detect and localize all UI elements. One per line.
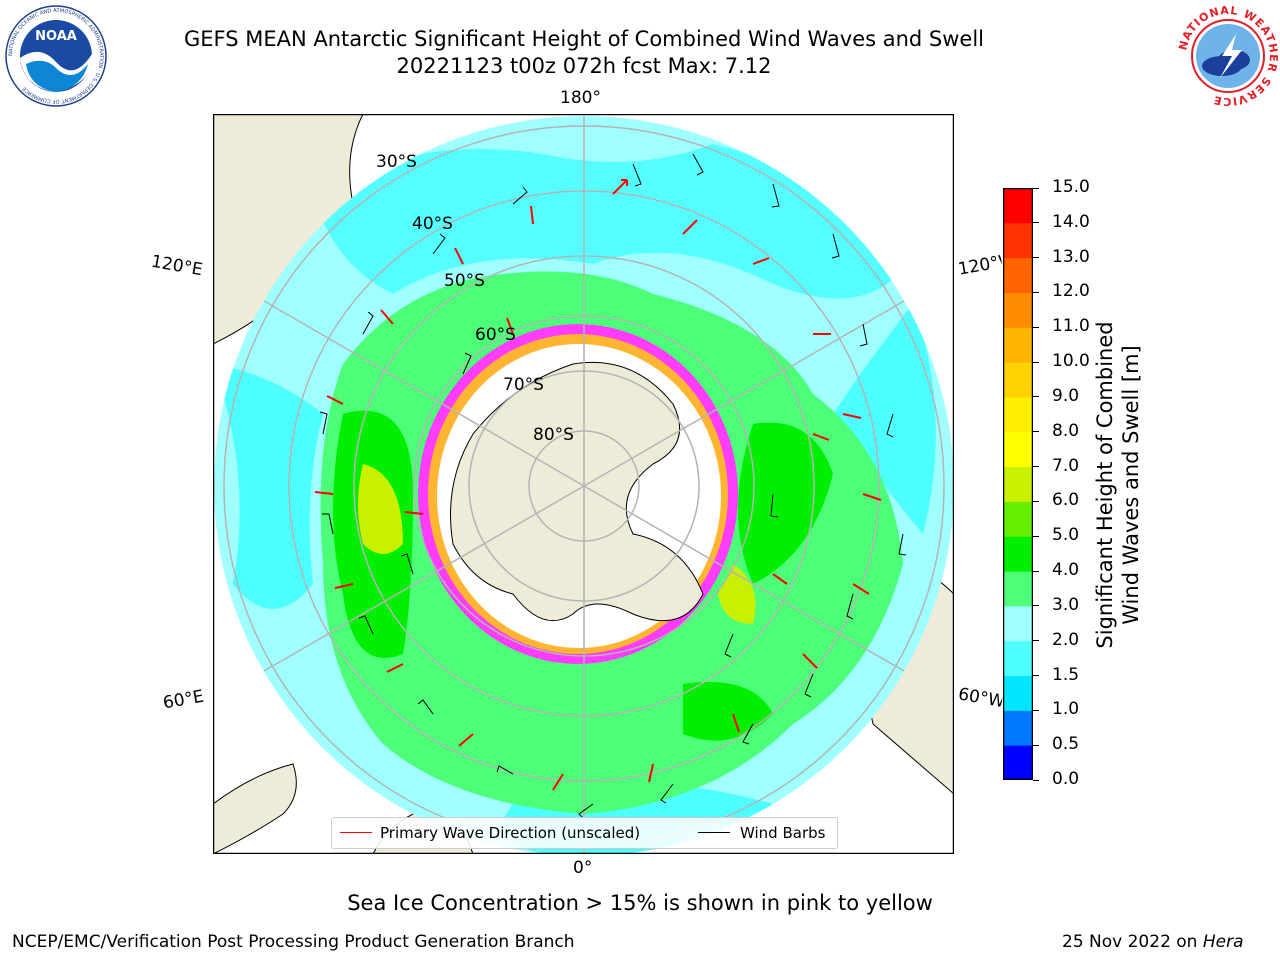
legend-wave-direction-swatch (340, 832, 372, 833)
colorbar-tick-mark (1033, 466, 1039, 468)
colorbar-tick-mark (1033, 291, 1039, 293)
antarctica-landmass (450, 361, 704, 622)
colorbar (1003, 188, 1033, 780)
lon-label-0: 0° (573, 858, 593, 878)
colorbar-segment (1003, 605, 1033, 642)
africa-landmass (213, 763, 297, 854)
colorbar-tick-mark (1033, 500, 1039, 502)
lon-label-180: 180° (560, 88, 601, 108)
colorbar-segment (1003, 745, 1033, 780)
colorbar-tick-mark (1033, 709, 1039, 711)
noaa-logo-text: NOAA (35, 29, 77, 44)
colorbar-tick-mark (1033, 396, 1039, 398)
colorbar-segment (1003, 188, 1033, 224)
lat-label-40s: 40°S (412, 214, 453, 234)
colorbar-segment (1003, 222, 1033, 259)
polar-map: 30°S 40°S 50°S 60°S 70°S 80°S (213, 114, 954, 854)
colorbar-tick-label: 0.0 (1052, 769, 1080, 789)
colorbar-tick-mark (1033, 222, 1039, 224)
colorbar-tick-label: 13.0 (1052, 246, 1090, 267)
wave-field-band-1-5m-west (833, 304, 936, 534)
nws-logo: NATIONAL WEATHER SERVICE (1176, 4, 1279, 108)
colorbar-tick-mark (1033, 675, 1039, 677)
colorbar-tick-mark (1033, 187, 1039, 189)
colorbar-tick-label: 6.0 (1052, 490, 1080, 511)
colorbar-segment (1003, 571, 1033, 607)
lon-label-120e: 120°E (149, 251, 205, 281)
colorbar-segment (1003, 396, 1033, 433)
colorbar-tick-mark (1033, 535, 1039, 537)
wave-field-band-6-7m-east (358, 464, 403, 554)
colorbar-tick-mark (1033, 744, 1039, 746)
colorbar-segment (1003, 640, 1033, 677)
colorbar-segment (1003, 362, 1033, 398)
colorbar-segment (1003, 327, 1033, 363)
lat-label-60s: 60°S (475, 325, 516, 345)
colorbar-tick-label: 12.0 (1052, 281, 1090, 302)
colorbar-tick-mark (1033, 257, 1039, 259)
colorbar-tick-label: 10.0 (1052, 351, 1090, 372)
colorbar-segment (1003, 466, 1033, 502)
colorbar-segment (1003, 257, 1033, 293)
colorbar-segment (1003, 536, 1033, 572)
noaa-logo: NOAA NATIONAL OCEANIC AND ATMOSPHERIC AD… (5, 5, 107, 107)
colorbar-tick-mark (1033, 570, 1039, 572)
lon-label-60w: 60°W (956, 684, 1004, 712)
map-border (213, 114, 954, 854)
colorbar-border (1003, 188, 1033, 780)
footer-machine: Hera (1202, 932, 1244, 952)
map-legend: Primary Wave Direction (unscaled) Wind B… (331, 817, 838, 849)
footer-date-text: 25 Nov 2022 on (1062, 932, 1203, 952)
footer-credit: NCEP/EMC/Verification Post Processing Pr… (12, 932, 575, 952)
wave-field-band-4-5m-west (738, 422, 833, 584)
legend-wind-barbs-swatch (698, 832, 730, 833)
colorbar-segment (1003, 431, 1033, 468)
colorbar-segment (1003, 501, 1033, 537)
colorbar-tick-mark (1033, 640, 1039, 642)
colorbar-tick-mark (1033, 326, 1039, 328)
colorbar-tick-label: 0.5 (1052, 734, 1080, 755)
colorbar-segment (1003, 675, 1033, 711)
wind-barbs (319, 153, 907, 819)
colorbar-tick-label: 4.0 (1052, 560, 1080, 581)
legend-wind-barbs-label: Wind Barbs (740, 824, 826, 842)
colorbar-tick-mark (1033, 431, 1039, 433)
lat-label-50s: 50°S (444, 271, 485, 291)
legend-wave-direction-label: Primary Wave Direction (unscaled) (380, 824, 641, 842)
colorbar-tick-label: 1.0 (1052, 699, 1080, 720)
colorbar-tick-label: 8.0 (1052, 420, 1080, 441)
lon-label-120w: 120°W (956, 252, 1004, 280)
footer-date: 25 Nov 2022 on Hera (1062, 932, 1244, 952)
lat-label-30s: 30°S (376, 152, 417, 172)
colorbar-label-line2: Wind Waves and Swell [m] (1119, 345, 1143, 625)
colorbar-tick-mark (1033, 779, 1039, 781)
colorbar-tick-label: 14.0 (1052, 211, 1090, 232)
colorbar-segment (1003, 292, 1033, 328)
colorbar-segment (1003, 710, 1033, 746)
wave-direction-arrows (314, 179, 882, 791)
colorbar-tick-mark (1033, 605, 1039, 607)
colorbar-tick-label: 9.0 (1052, 385, 1080, 406)
plot-title: GEFS MEAN Antarctic Significant Height o… (183, 27, 985, 51)
wave-field-band-4-5m-south (683, 682, 773, 741)
lat-label-80s: 80°S (533, 425, 574, 445)
sea-ice-note: Sea Ice Concentration > 15% is shown in … (347, 891, 933, 915)
colorbar-tick-mark (1033, 361, 1039, 363)
colorbar-tick-label: 2.0 (1052, 629, 1080, 650)
lat-label-70s: 70°S (503, 375, 544, 395)
colorbar-tick-label: 3.0 (1052, 594, 1080, 615)
colorbar-label-line1: Significant Height of Combined (1093, 321, 1117, 649)
colorbar-tick-label: 11.0 (1052, 316, 1090, 337)
colorbar-tick-label: 15.0 (1052, 177, 1090, 197)
lon-label-60e: 60°E (161, 686, 206, 714)
colorbar-label: Significant Height of Combined Wind Wave… (1092, 321, 1144, 648)
plot-subtitle: 20221123 t00z 072h fcst Max: 7.12 (396, 54, 772, 78)
colorbar-tick-label: 1.5 (1052, 664, 1080, 685)
colorbar-tick-label: 5.0 (1052, 525, 1080, 546)
colorbar-tick-label: 7.0 (1052, 455, 1080, 476)
